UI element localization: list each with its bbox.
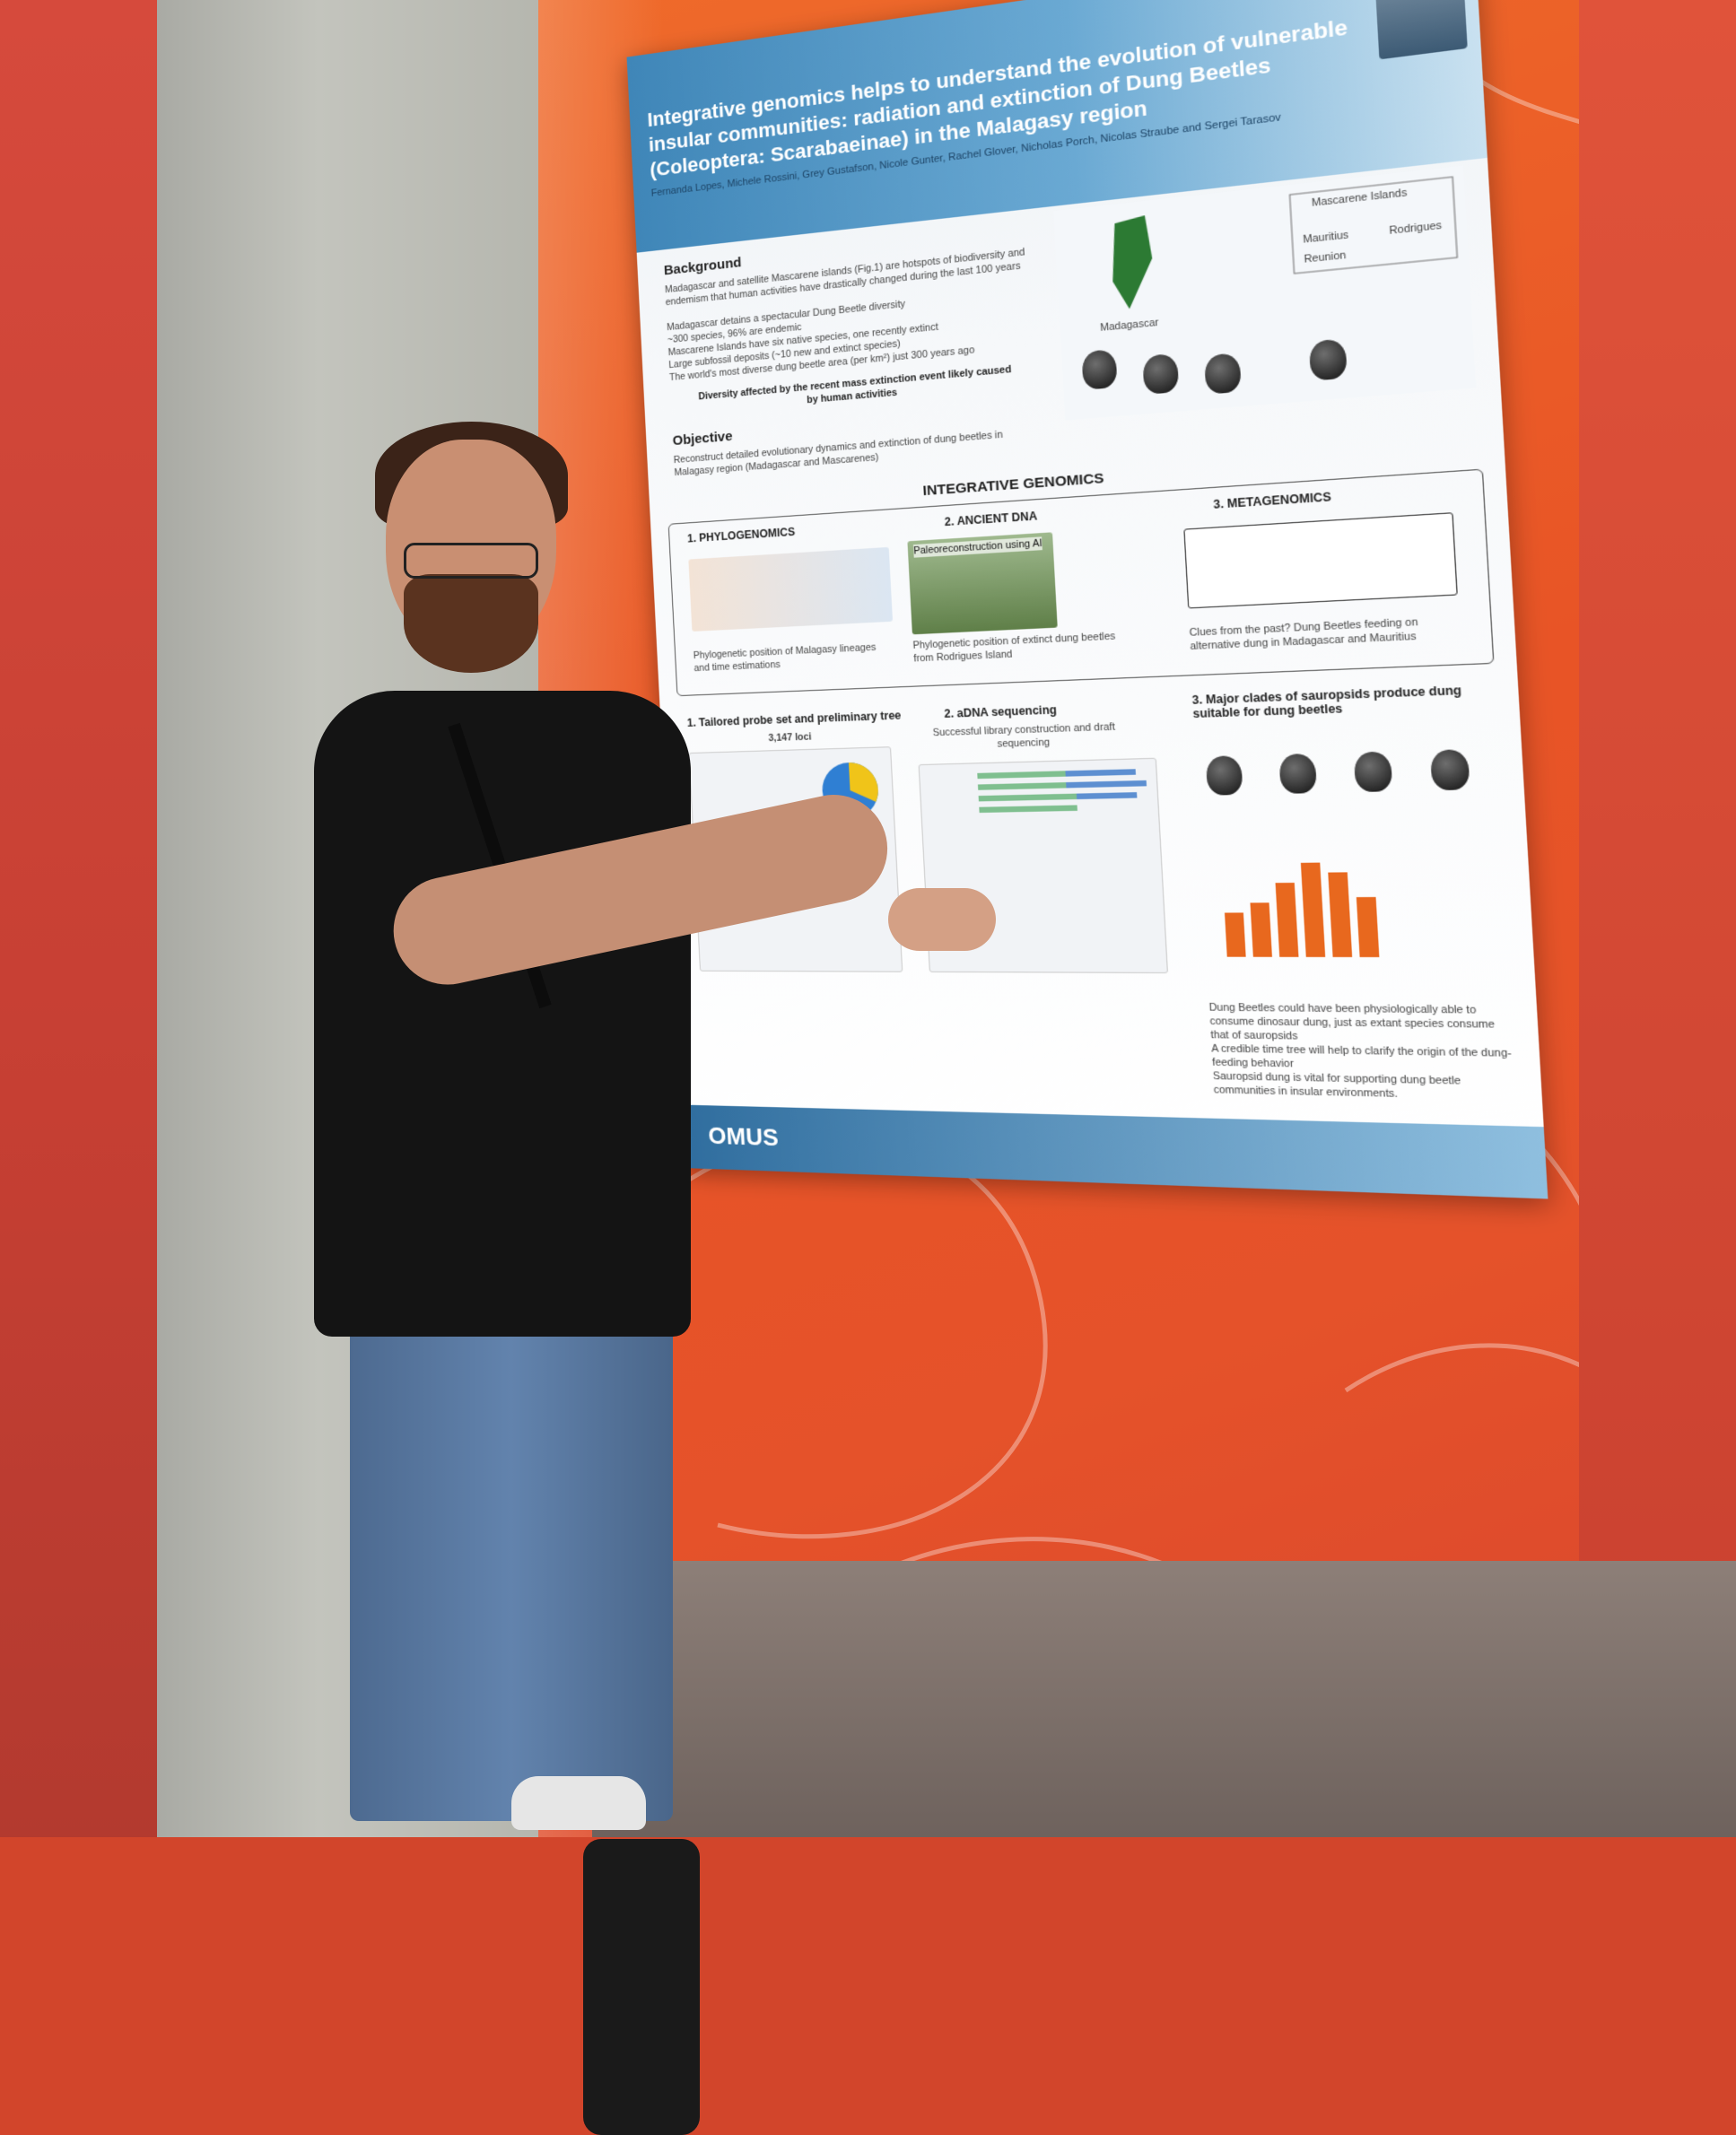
metagenomics-diagram — [1183, 512, 1458, 608]
result-title-adna: 2. aDNA sequencing — [944, 703, 1057, 720]
paleoreconstruction-label: Paleoreconstruction using AI — [913, 536, 1042, 557]
dung-bar-chart — [1210, 841, 1431, 963]
open-hand — [888, 888, 996, 951]
conclusions: Dung Beetles could have been physiologic… — [1208, 1001, 1517, 1104]
integrative-genomics-heading: INTEGRATIVE GENOMICS — [922, 470, 1104, 499]
adna-bars — [920, 759, 1160, 850]
sneaker — [511, 1776, 646, 1830]
jeans — [350, 1319, 673, 1821]
poster-title: Integrative genomics helps to understand… — [647, 13, 1360, 183]
eyeglasses — [404, 543, 538, 579]
author-photo — [1374, 0, 1468, 59]
conclusion-item: Sauropsid dung is vital for supporting d… — [1213, 1069, 1518, 1103]
beetle-image — [1278, 754, 1317, 794]
madagascar-map — [1054, 166, 1477, 421]
section-title-metagenomics: 3. METAGENOMICS — [1213, 490, 1331, 511]
backpack — [583, 1839, 700, 2135]
beetle-image — [1354, 751, 1393, 792]
result-subtitle-adna: Successful library construction and draf… — [926, 720, 1123, 754]
result-title-sauropsids: 3. Major clades of sauropsids produce du… — [1191, 683, 1483, 720]
beetle-specimens — [1195, 738, 1489, 815]
paleoreconstruction-image: Paleoreconstruction using AI — [907, 532, 1057, 634]
conclusion-item: Dung Beetles could have been physiologic… — [1208, 1001, 1514, 1047]
beetle-image — [1430, 749, 1470, 790]
background-heading: Background — [664, 255, 742, 278]
beard — [404, 574, 538, 673]
map-figure: Madagascar Mascarene Islands Mauritius R… — [1054, 166, 1477, 421]
beetle-image — [1206, 755, 1243, 796]
black-polo-shirt — [314, 691, 691, 1337]
section-title-ancient-dna: 2. ANCIENT DNA — [944, 510, 1037, 528]
section-caption-metagenomics: Clues from the past? Dung Beetles feedin… — [1189, 613, 1469, 653]
presenter-person — [287, 422, 915, 1837]
section-caption-ancient-dna: Phylogenetic position of extinct dung be… — [912, 629, 1130, 665]
